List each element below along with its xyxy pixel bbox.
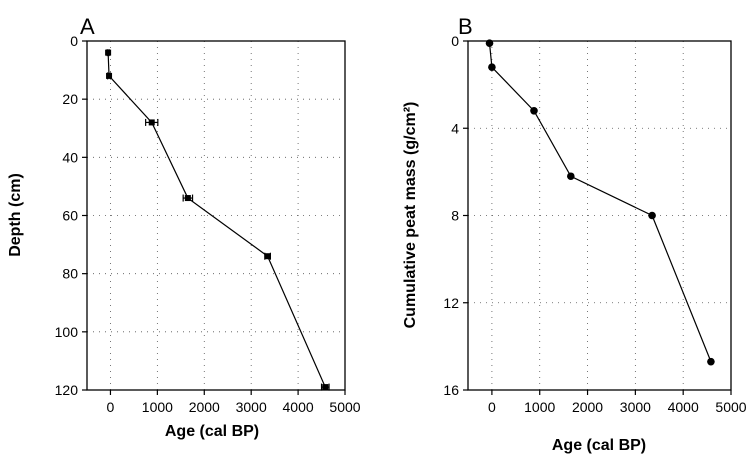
a-y-tick-label: 0 bbox=[70, 33, 78, 49]
a-x-tick-label: 5000 bbox=[329, 399, 360, 415]
b-panel-letter: B bbox=[458, 14, 473, 39]
a-x-axis-title: Age (cal BP) bbox=[165, 423, 259, 440]
b-data-point bbox=[567, 172, 575, 181]
a-data-point bbox=[148, 119, 155, 126]
b-data-point bbox=[707, 357, 715, 366]
a-data-point bbox=[105, 49, 112, 56]
a-y-axis-title: Depth (cm) bbox=[7, 173, 24, 257]
a-y-tick-label: 20 bbox=[62, 91, 78, 107]
b-y-tick-label: 16 bbox=[443, 382, 459, 398]
a-panel-letter: A bbox=[80, 14, 95, 39]
a-x-tick-label: 1000 bbox=[142, 399, 173, 415]
b-x-tick-label: 0 bbox=[488, 399, 496, 415]
b-x-axis-title: Age (cal BP) bbox=[552, 437, 646, 454]
a-x-tick-label: 3000 bbox=[236, 399, 267, 415]
a-data-point bbox=[106, 72, 113, 79]
a-series-line bbox=[107, 52, 326, 388]
b-x-tick-label: 5000 bbox=[715, 399, 746, 415]
a-y-tick-label: 80 bbox=[62, 266, 78, 282]
a-data-point bbox=[184, 195, 191, 202]
a-data-point bbox=[264, 253, 271, 260]
b-x-tick-label: 2000 bbox=[572, 399, 603, 415]
b-y-tick-label: 12 bbox=[443, 295, 459, 311]
b-x-tick-label: 3000 bbox=[620, 399, 651, 415]
b-y-tick-label: 0 bbox=[451, 33, 459, 49]
b-x-tick-label: 4000 bbox=[668, 399, 699, 415]
b-data-point bbox=[488, 63, 496, 71]
b-data-point bbox=[485, 39, 494, 47]
b-series-line bbox=[488, 43, 712, 362]
b-plot-frame bbox=[467, 40, 732, 391]
a-y-tick-label: 100 bbox=[55, 324, 79, 340]
a-y-tick-label: 60 bbox=[62, 208, 78, 224]
b-x-tick-label: 1000 bbox=[524, 399, 555, 415]
b-data-point bbox=[530, 107, 538, 115]
a-y-tick-label: 40 bbox=[62, 149, 78, 165]
b-y-axis-title: Cumulative peat mass (g/cm²) bbox=[402, 102, 419, 329]
a-x-tick-label: 0 bbox=[107, 399, 115, 415]
a-x-tick-label: 2000 bbox=[189, 399, 220, 415]
a-y-tick-label: 120 bbox=[55, 382, 79, 398]
a-data-point bbox=[322, 384, 329, 391]
b-y-tick-label: 4 bbox=[451, 120, 459, 136]
b-y-tick-label: 8 bbox=[451, 208, 459, 224]
a-x-tick-label: 4000 bbox=[283, 399, 314, 415]
b-data-point bbox=[648, 211, 656, 220]
panel-a-depth-chart: 0 1000 2000 3000 4000 5000 0 20 40 60 80 100 120 Age … bbox=[7, 14, 361, 440]
panel-b-peat-mass-chart: 0 1000 2000 3000 4000 5000 0 4 8 12 16 Age (cal BP)… bbox=[402, 14, 747, 454]
